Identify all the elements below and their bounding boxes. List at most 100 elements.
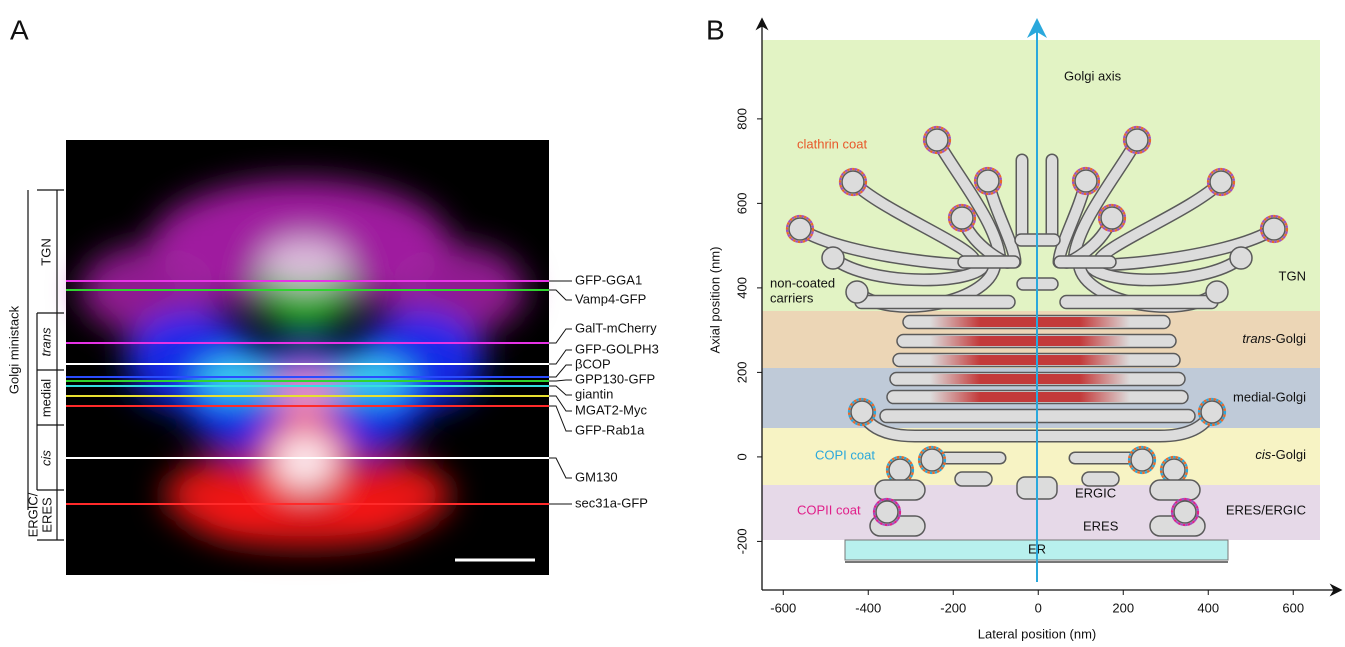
coat [1122, 125, 1152, 155]
enzyme-gradient [930, 336, 1130, 346]
marker-label: GFP-Rab1a [575, 422, 645, 437]
x-tick-label: 600 [1282, 600, 1304, 615]
blob [260, 237, 350, 287]
marker-label: sec31a-GFP [575, 495, 648, 510]
marker-connector [549, 364, 572, 378]
marker-connector [549, 328, 572, 344]
cisterna [1081, 471, 1120, 487]
vesicle [821, 246, 845, 270]
marker-connector [549, 395, 572, 412]
marker-label: GFP-GOLPH3 [575, 341, 659, 356]
blob [273, 367, 337, 417]
ergic-label: ERGIC [1075, 485, 1116, 500]
coat [1259, 214, 1289, 244]
marker-label: βCOP [575, 356, 611, 371]
vesicle [888, 458, 912, 482]
golgi-axis-label: Golgi axis [1064, 68, 1122, 83]
coat [872, 497, 902, 527]
copii-label: COPII coat [797, 502, 861, 517]
marker-connector [549, 289, 572, 301]
cisterna [874, 479, 926, 501]
clathrin-label: clathrin coat [797, 136, 867, 151]
enzyme-gradient [930, 392, 1130, 402]
marker-label: GFP-GGA1 [575, 272, 642, 287]
marker-label: giantin [575, 386, 613, 401]
vesicle [1125, 128, 1149, 152]
x-tick-label: -200 [940, 600, 966, 615]
region-label: TGN [1279, 268, 1306, 283]
coat [838, 167, 868, 197]
coat [1097, 203, 1127, 233]
vesicle [925, 128, 949, 152]
marker-label: GM130 [575, 469, 618, 484]
stage-label: trans [38, 327, 53, 356]
vesicle [1173, 500, 1197, 524]
panel-b: BTGNtrans-Golgimedial-Golgicis-GolgiERES… [706, 14, 1343, 641]
vesicle [1130, 448, 1154, 472]
vesicle [1074, 169, 1098, 193]
enzyme-gradient [930, 374, 1130, 384]
region-label: trans-Golgi [1242, 331, 1306, 346]
coat [973, 166, 1003, 196]
vesicle [845, 280, 869, 304]
marker-label: MGAT2-Myc [575, 402, 647, 417]
vesicle [976, 169, 1000, 193]
cisterna [954, 471, 993, 487]
vesicle [1262, 217, 1286, 241]
y-tick-label: 400 [734, 277, 749, 299]
x-axis-label: Lateral position (nm) [978, 626, 1097, 641]
vesicle [920, 448, 944, 472]
region-label-italic: cis [1255, 447, 1271, 462]
y-tick-label: 600 [734, 193, 749, 215]
stage-label: cis [38, 450, 53, 466]
stage-label: ERGIC/ [25, 492, 40, 537]
cisterna [957, 255, 1021, 269]
tubule [857, 407, 1217, 441]
eres-label: ERES [1083, 518, 1119, 533]
stage-brackets [27, 189, 64, 541]
vesicle [850, 400, 874, 424]
marker-connector [549, 385, 572, 396]
region-label-rest: -Golgi [1271, 331, 1306, 346]
region-label: cis-Golgi [1255, 447, 1306, 462]
stage-label: medial [38, 379, 53, 417]
y-tick-label: 0 [734, 453, 749, 460]
copi-label: COPI coat [815, 447, 875, 462]
coat [1206, 167, 1236, 197]
tubule [1084, 253, 1246, 285]
region-label: medial-Golgi [1233, 389, 1306, 404]
panel-letter: A [10, 14, 29, 45]
marker-connector [549, 405, 572, 432]
x-tick-label: 200 [1112, 600, 1134, 615]
blob [273, 434, 337, 490]
region-label: ERES/ERGIC [1226, 502, 1306, 517]
coat [922, 125, 952, 155]
x-tick-label: -600 [770, 600, 796, 615]
y-tick-label: 800 [734, 108, 749, 130]
stage-label: ERES [39, 497, 54, 533]
marker-label: GPP130-GFP [575, 371, 655, 386]
coat [1127, 445, 1157, 475]
vesicle [1209, 170, 1233, 194]
coat [947, 203, 977, 233]
coat [785, 214, 815, 244]
cisterna [1059, 294, 1219, 310]
y-axis-label: Axial position (nm) [707, 247, 722, 354]
vesicle [950, 206, 974, 230]
coat [1071, 166, 1101, 196]
enzyme-gradient [930, 317, 1130, 327]
vesicle [1162, 458, 1186, 482]
panel-a: A GFP-GGA1 Vamp4-GFP GalT-mCherry GFP-GOLPH3… [6, 14, 659, 575]
vesicle [1229, 246, 1253, 270]
coat [847, 397, 877, 427]
vesicle [1205, 280, 1229, 304]
vesicle [1200, 400, 1224, 424]
stack-label: Golgi ministack [6, 305, 21, 394]
enzyme-gradient [930, 355, 1130, 365]
marker-connector [549, 457, 572, 479]
vesicle [875, 500, 899, 524]
region-label-rest: -Golgi [1271, 447, 1306, 462]
vesicle [841, 170, 865, 194]
x-tick-label: 0 [1035, 600, 1042, 615]
coat [1170, 497, 1200, 527]
